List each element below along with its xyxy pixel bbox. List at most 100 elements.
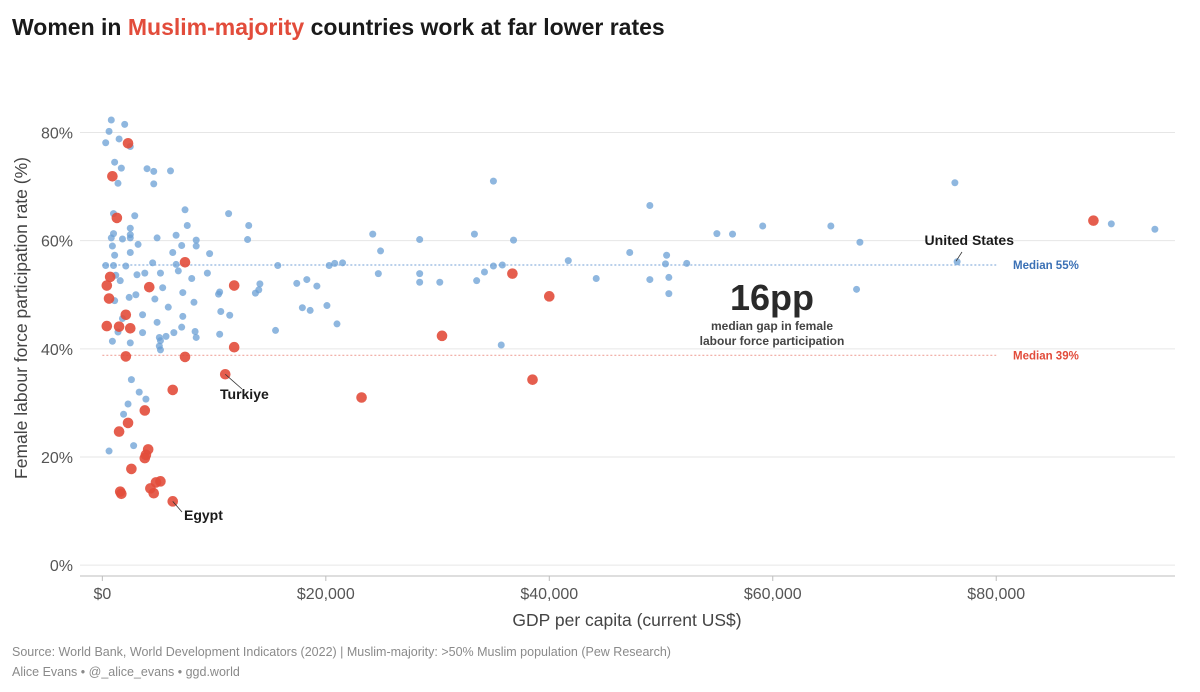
point-other [102,262,110,270]
point-other [293,279,301,287]
point-other [369,230,377,238]
point-muslim-majority [113,426,125,437]
point-other [853,285,861,293]
point-other [111,158,119,166]
point-other [114,179,122,187]
x-axis-title: GDP per capita (current US$) [512,610,741,630]
point-muslim-majority [103,293,115,304]
point-other [192,242,200,250]
point-other [489,262,497,270]
point-other [120,410,128,418]
point-other [592,275,600,282]
point-other [130,442,138,450]
point-other [156,269,164,277]
point-other [116,277,124,285]
data-points [101,116,1159,507]
point-other [661,260,669,268]
point-other [272,326,280,334]
point-muslim-majority [101,320,113,332]
point-other [436,278,444,286]
label-leader-line [955,251,963,262]
point-other [953,258,961,266]
y-tick-label: 40% [41,342,73,359]
point-other [416,278,424,286]
point-other [226,311,234,319]
point-other [102,139,110,147]
point-other [473,277,481,285]
point-other [122,262,130,270]
point-other [139,311,147,319]
point-other [416,236,424,244]
point-other [108,337,116,345]
point-other [374,270,382,278]
y-tick-label: 60% [41,234,73,251]
point-other [117,164,125,172]
point-muslim-majority [436,330,448,342]
point-other [951,179,959,187]
point-other [713,230,721,238]
point-other [626,249,634,257]
point-other [150,167,158,175]
x-tick-label: $40,000 [520,586,578,603]
point-other [169,249,177,257]
source-note: Source: World Bank, World Development In… [12,645,671,659]
point-other [192,236,200,244]
point-other [156,346,164,354]
point-other [303,276,311,284]
point-other [126,249,134,257]
point-other [245,221,253,229]
point-other [470,230,478,238]
point-other [313,282,321,290]
point-other [215,290,223,298]
point-other [203,269,211,277]
point-other [108,242,116,250]
point-other [118,235,126,243]
chart-title: Women in Muslim-majority countries work … [12,14,665,41]
point-other [510,236,518,244]
point-muslim-majority [527,374,538,385]
point-other [729,230,737,238]
point-other [170,329,178,337]
x-tick-label: $20,000 [297,586,355,603]
point-other [141,269,149,277]
point-other [143,165,151,173]
point-muslim-majority [1088,215,1099,226]
point-other [164,303,172,311]
x-tick-label: $80,000 [967,586,1025,603]
point-other [564,257,572,265]
point-other [127,376,135,384]
point-muslim-majority [179,256,191,268]
point-other [142,395,150,403]
point-other [646,201,654,209]
point-muslim-majority [356,392,367,403]
point-other [131,212,139,220]
point-other [121,120,129,128]
point-other [125,293,133,301]
point-muslim-majority [148,487,160,499]
point-other [191,328,199,336]
credit-note: Alice Evans • @_alice_evans • ggd.world [12,665,240,679]
point-muslim-majority [179,351,191,363]
point-other [107,234,115,242]
point-other [216,330,224,338]
point-other [663,251,671,259]
point-other [190,298,198,306]
point-other [126,339,134,347]
point-other [827,222,835,230]
point-muslim-majority [507,268,518,279]
point-other [856,238,864,246]
point-muslim-majority [122,417,134,429]
point-other [159,284,167,292]
median-label: Median 55% [1013,260,1079,272]
point-other [498,261,506,269]
point-other [178,242,186,250]
point-other [174,267,182,275]
point-other [339,259,347,267]
point-other [298,304,306,312]
point-other [244,236,252,244]
point-other [1107,220,1115,228]
point-other [217,307,225,315]
gap-caption-line2: labour force participation [700,334,845,348]
